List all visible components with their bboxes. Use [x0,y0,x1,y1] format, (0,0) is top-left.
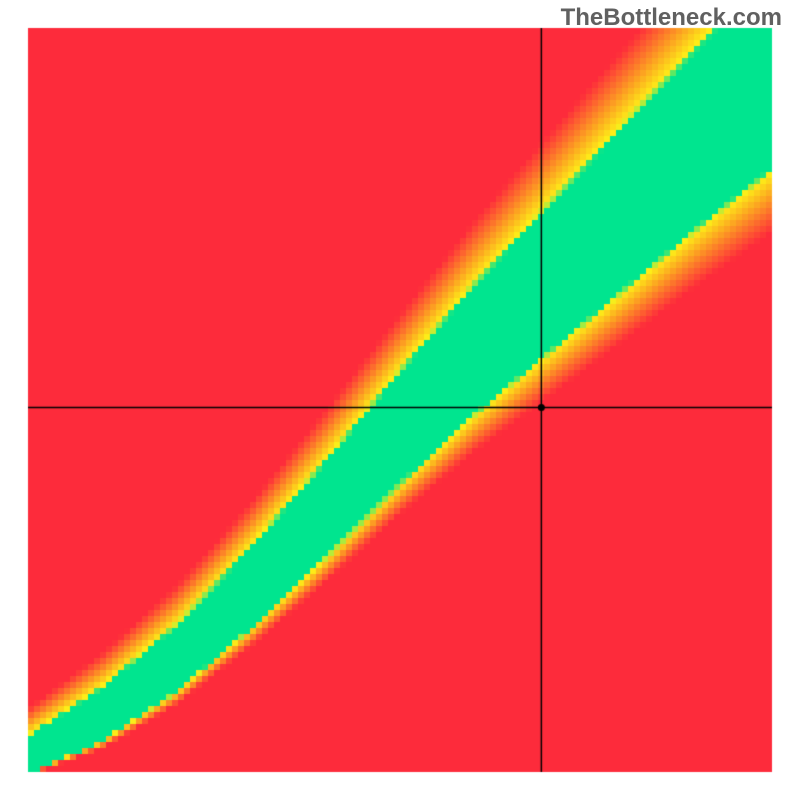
watermark-text: TheBottleneck.com [561,4,782,32]
heatmap-canvas [0,0,800,800]
chart-container: TheBottleneck.com [0,0,800,800]
